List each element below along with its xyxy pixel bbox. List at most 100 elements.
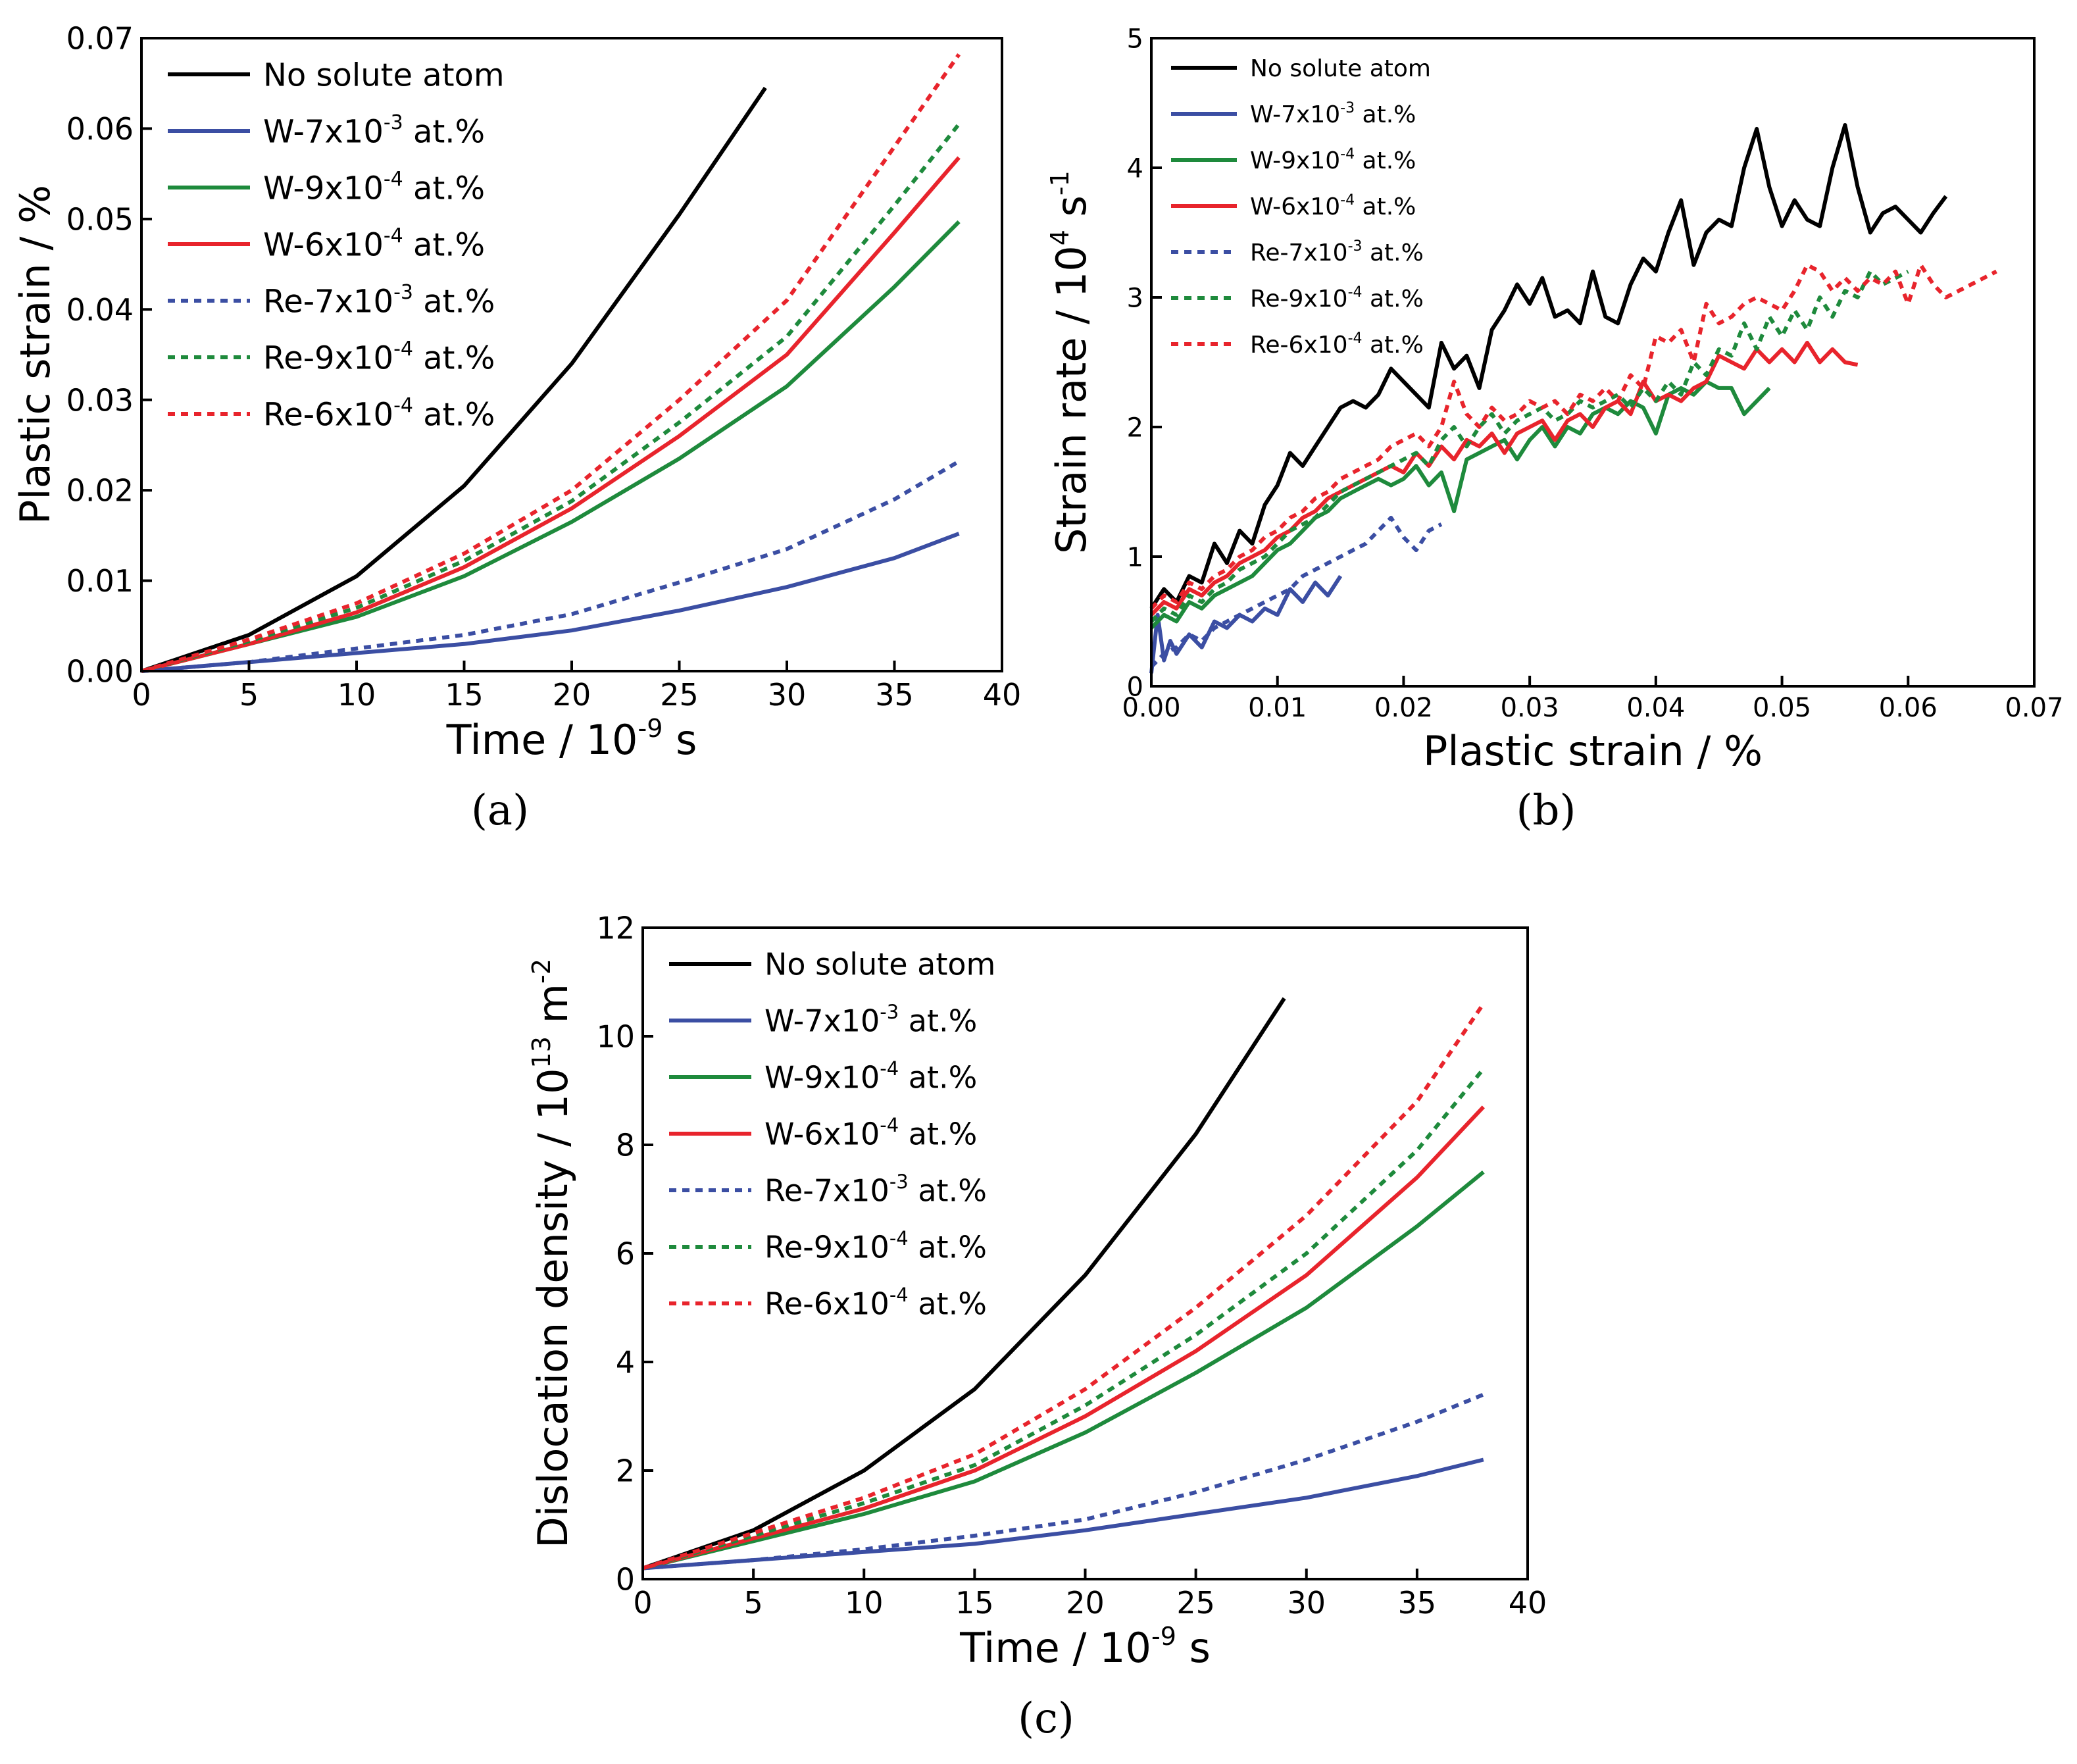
- series-line-6: [642, 1067, 1486, 1571]
- y-tick-label: 4: [616, 1345, 635, 1380]
- series-line-1: [1149, 123, 1948, 610]
- y-tick-label: 8: [616, 1128, 635, 1163]
- legend-label: W-9x10-4 at.%: [1250, 146, 1416, 174]
- x-tick-label: 0.00: [1122, 693, 1180, 723]
- x-tick-label: 0.03: [1501, 693, 1559, 723]
- x-tick-label: 30: [768, 677, 807, 713]
- legend-label: Re-6x10-4 at.%: [1250, 330, 1424, 359]
- x-tick-label: 20: [1066, 1585, 1105, 1621]
- x-tick-label: 0.02: [1374, 693, 1433, 723]
- series-line-2: [141, 532, 960, 673]
- x-tick-label: 40: [1509, 1585, 1547, 1621]
- x-tick-label: 0.01: [1248, 693, 1307, 723]
- series-line-1: [642, 997, 1286, 1571]
- series-line-2: [1149, 574, 1343, 674]
- legend-label: W-9x10-4 at.%: [764, 1057, 977, 1095]
- x-tick-label: 30: [1287, 1585, 1326, 1621]
- x-tick-label: 15: [955, 1585, 994, 1621]
- legend-label: W-7x10-3 at.%: [1250, 100, 1416, 128]
- series-line-4: [141, 156, 961, 673]
- y-tick-label: 6: [616, 1236, 635, 1272]
- x-axis-label: Plastic strain / %: [1423, 727, 1763, 775]
- y-axis-label: Strain rate / 104 s-1: [1045, 170, 1095, 554]
- legend-label: Re-9x10-4 at.%: [263, 338, 495, 376]
- panel-label-c: (c): [1018, 1694, 1074, 1743]
- series-line-3: [1149, 380, 1771, 630]
- y-tick-label: 0.00: [66, 654, 134, 690]
- series-line-2: [642, 1457, 1484, 1571]
- chart-a: 0 5 10 15 20 25 30 35 40 0.00 0.01 0.02 0.03 0.04 0.05…: [11, 21, 1021, 764]
- series-line-7: [1149, 263, 1997, 610]
- y-tick-label: 2: [616, 1453, 635, 1489]
- x-tick-label: 10: [845, 1585, 884, 1621]
- legend-label: Re-6x10-4 at.%: [263, 394, 495, 433]
- series-line-6: [1149, 269, 1909, 623]
- legend-label: W-6x10-4 at.%: [263, 224, 485, 263]
- x-tick-label: 10: [338, 677, 376, 713]
- legend-label: No solute atom: [263, 57, 505, 93]
- x-tick-label: 0: [633, 1585, 652, 1621]
- plot-frame: [1150, 37, 2036, 688]
- legend-label: No solute atom: [1250, 55, 1431, 82]
- y-tick-label: 0.07: [66, 21, 134, 57]
- legend-label: W-9x10-4 at.%: [263, 168, 485, 207]
- series-line-5: [141, 459, 961, 673]
- legend-label: W-6x10-4 at.%: [1250, 192, 1416, 220]
- y-tick-label: 10: [596, 1019, 635, 1055]
- x-axis-label: Time / 10-9 s: [959, 1622, 1211, 1672]
- x-tick-label: 0.05: [1753, 693, 1811, 723]
- chart-c: 0 5 10 15 20 25 30 35 40 0 2 4 6 8 10 12 Time / 10-9 s Di…: [527, 911, 1547, 1672]
- y-tick-label: 0.05: [66, 201, 134, 237]
- y-tick-label: 0: [616, 1562, 635, 1598]
- legend-label: No solute atom: [764, 947, 995, 982]
- series-line-7: [141, 53, 961, 673]
- legend-label: W-7x10-3 at.%: [263, 111, 485, 150]
- y-tick-label: 5: [1127, 24, 1143, 54]
- x-tick-label: 40: [983, 677, 1022, 713]
- y-tick-label: 3: [1127, 283, 1143, 313]
- x-tick-label: 0.06: [1879, 693, 1938, 723]
- legend-label: Re-7x10-3 at.%: [263, 281, 495, 320]
- series-line-4: [642, 1105, 1485, 1571]
- series-line-4: [1149, 340, 1859, 617]
- panel-label-a: (a): [470, 786, 530, 835]
- series-line-5: [642, 1392, 1484, 1571]
- series-line-1: [141, 86, 767, 673]
- legend-label: Re-7x10-3 at.%: [764, 1171, 987, 1208]
- panel-label-b: (b): [1516, 786, 1576, 835]
- x-tick-label: 15: [445, 677, 484, 713]
- series-line-5: [1149, 515, 1443, 668]
- legend-label: Re-6x10-4 at.%: [764, 1284, 987, 1321]
- x-tick-label: 20: [553, 677, 591, 713]
- series-line-6: [141, 122, 961, 673]
- y-tick-label: 0.03: [66, 382, 134, 418]
- x-tick-label: 25: [1176, 1585, 1215, 1621]
- legend-label: Re-7x10-3 at.%: [1250, 238, 1424, 266]
- x-tick-label: 0.04: [1626, 693, 1685, 723]
- y-tick-label: 0.01: [66, 563, 134, 599]
- y-tick-label: 12: [596, 911, 635, 946]
- legend-label: Re-9x10-4 at.%: [1250, 284, 1424, 313]
- y-tick-label: 0: [1127, 672, 1143, 702]
- legend-label: Re-9x10-4 at.%: [764, 1227, 987, 1265]
- x-tick-label: 25: [660, 677, 699, 713]
- y-tick-label: 4: [1127, 153, 1143, 184]
- x-tick-label: 35: [1398, 1585, 1437, 1621]
- x-tick-label: 35: [875, 677, 914, 713]
- y-tick-label: 2: [1127, 413, 1143, 443]
- legend-label: W-6x10-4 at.%: [764, 1114, 977, 1151]
- legend-label: W-7x10-3 at.%: [764, 1001, 977, 1038]
- x-tick-label: 0.07: [2005, 693, 2063, 723]
- y-tick-label: 0.04: [66, 292, 134, 328]
- y-tick-label: 0.02: [66, 473, 134, 509]
- y-tick-label: 1: [1127, 542, 1143, 572]
- x-tick-label: 5: [743, 1585, 763, 1621]
- series-line-3: [642, 1170, 1485, 1571]
- y-tick-label: 0.06: [66, 111, 134, 147]
- x-tick-label: 0: [132, 677, 151, 713]
- series-line-7: [642, 1002, 1486, 1571]
- y-axis-label: Plastic strain / %: [11, 185, 59, 524]
- x-tick-label: 5: [239, 677, 259, 713]
- chart-b: 0.00 0.01 0.02 0.03 0.04 0.05 0.06 0.07 0 1 2 3 4 5 Pl…: [1045, 24, 2064, 775]
